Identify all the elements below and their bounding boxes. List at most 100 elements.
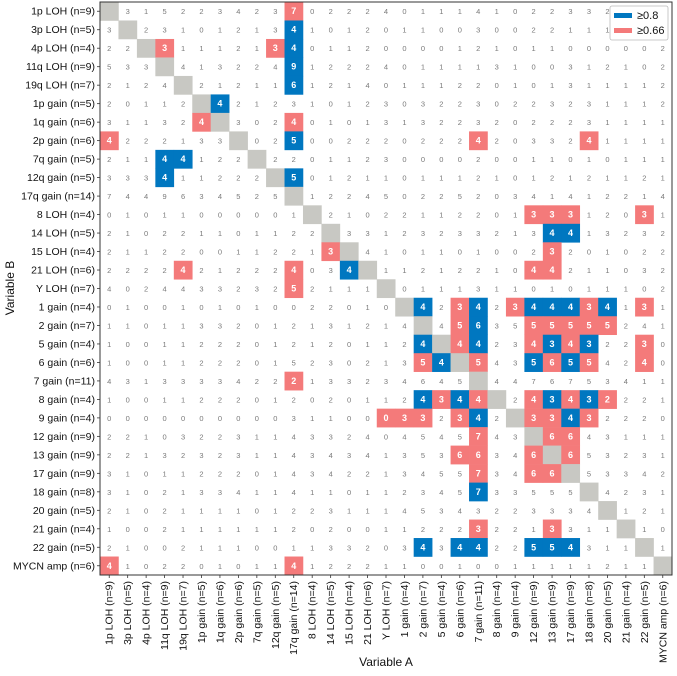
cell-value: 2 [273,285,277,294]
cell-value: 3 [329,321,333,330]
cell-value: 0 [199,303,203,312]
cell-value: 1 [550,81,554,90]
cell-value: 3 [642,339,647,349]
highlighted-cell [524,334,544,354]
cell-value: 4 [568,302,573,312]
cell-value: 3 [532,137,536,146]
cell-value: 0 [495,211,499,220]
cell-value: 3 [587,7,591,16]
cell-value: 1 [402,81,406,90]
cell-value: 3 [218,321,222,330]
highlighted-cell [598,297,617,317]
cell-value: 2 [605,211,609,220]
cell-value: 3 [199,137,203,146]
cell-value: 2 [292,395,296,404]
cell-value: 4 [162,81,166,90]
cell-value: 0 [421,155,425,164]
diagonal-cell [432,334,451,354]
highlighted-cell [524,445,544,465]
cell-value: 1 [550,285,554,294]
cell-value: 4 [402,321,406,330]
cell-value: 1 [329,488,333,497]
cell-value: 4 [218,192,222,201]
cell-value: 3 [586,339,591,349]
highlighted-cell [469,464,488,483]
cell-value: 1 [587,155,591,164]
y-tick-label: 21 LOH (n=6) [31,265,95,277]
x-tick-label: 8 gain (n=4) [491,581,503,637]
cell-value: 5 [458,192,462,201]
cell-value: 4 [568,542,573,552]
cell-value: 0 [292,303,296,312]
cell-value: 4 [217,99,222,109]
diagonal-cell [395,297,414,317]
cell-value: 1 [126,229,130,238]
cell-value: 3 [199,321,203,330]
cell-value: 0 [513,26,517,35]
cell-value: 2 [126,432,130,441]
cell-value: 2 [347,432,351,441]
cell-value: 1 [365,303,369,312]
cell-value: 1 [550,562,554,571]
cell-value: 2 [661,81,665,90]
cell-value: 4 [642,357,647,367]
cell-value: 2 [624,395,628,404]
cell-value: 2 [402,229,406,238]
cell-value: 4 [236,488,240,497]
cell-value: 6 [421,377,425,386]
cell-value: 1 [458,7,462,16]
cell-value: 1 [642,155,646,164]
cell-value: 0 [661,340,665,349]
cell-value: 0 [568,44,572,53]
cell-value: 1 [421,248,425,257]
cell-value: 1 [587,81,591,90]
cell-value: 2 [218,358,222,367]
x-tick-label: 17 gain (n=9) [565,581,577,643]
cell-value: 3 [181,377,185,386]
cell-value: 3 [476,524,481,534]
cell-value: 1 [587,211,591,220]
cell-value: 0 [384,81,388,90]
cell-value: 1 [273,525,277,534]
cell-value: 0 [587,248,591,257]
cell-value: 1 [310,100,314,109]
cell-value: 2 [236,469,240,478]
cell-value: 1 [421,7,425,16]
cell-value: 2 [458,81,462,90]
cell-value: 3 [236,118,240,127]
cell-value: 2 [199,7,203,16]
cell-value: 0 [126,414,130,423]
cell-value: 9 [162,192,166,201]
cell-value: 1 [605,81,609,90]
cell-value: 1 [126,506,130,515]
cell-value: 0 [383,413,388,423]
x-tick-label: 4p LOH (n=4) [141,581,153,645]
x-tick-labels: 1p LOH (n=9) 3p LOH (n=5) 4p LOH (n=4) 11q … [104,575,669,663]
cell-value: 2 [329,303,333,312]
cell-value: 1 [255,562,259,571]
cell-value: 1 [624,562,628,571]
cell-value: 1 [199,174,203,183]
cell-value: 0 [624,266,628,275]
highlighted-cell [561,316,581,336]
cell-value: 4 [236,7,240,16]
cell-value: 0 [126,525,130,534]
cell-value: 2 [144,26,148,35]
cell-value: 3 [126,377,130,386]
cell-value: 3 [642,451,646,460]
cell-value: 1 [605,174,609,183]
cell-value: 2 [347,63,351,72]
cell-value: 1 [605,266,609,275]
highlighted-cell [561,408,581,428]
cell-value: 1 [661,432,665,441]
cell-value: 1 [402,118,406,127]
y-tick-label: 1p LOH (n=9) [31,6,95,18]
cell-value: 5 [587,377,591,386]
cell-value: 2 [661,229,665,238]
cell-value: 0 [107,414,111,423]
cell-value: 3 [199,285,203,294]
highlighted-cell [542,260,562,280]
cell-value: 2 [384,211,388,220]
cell-value: 4 [605,488,609,497]
cell-value: 0 [255,506,259,515]
